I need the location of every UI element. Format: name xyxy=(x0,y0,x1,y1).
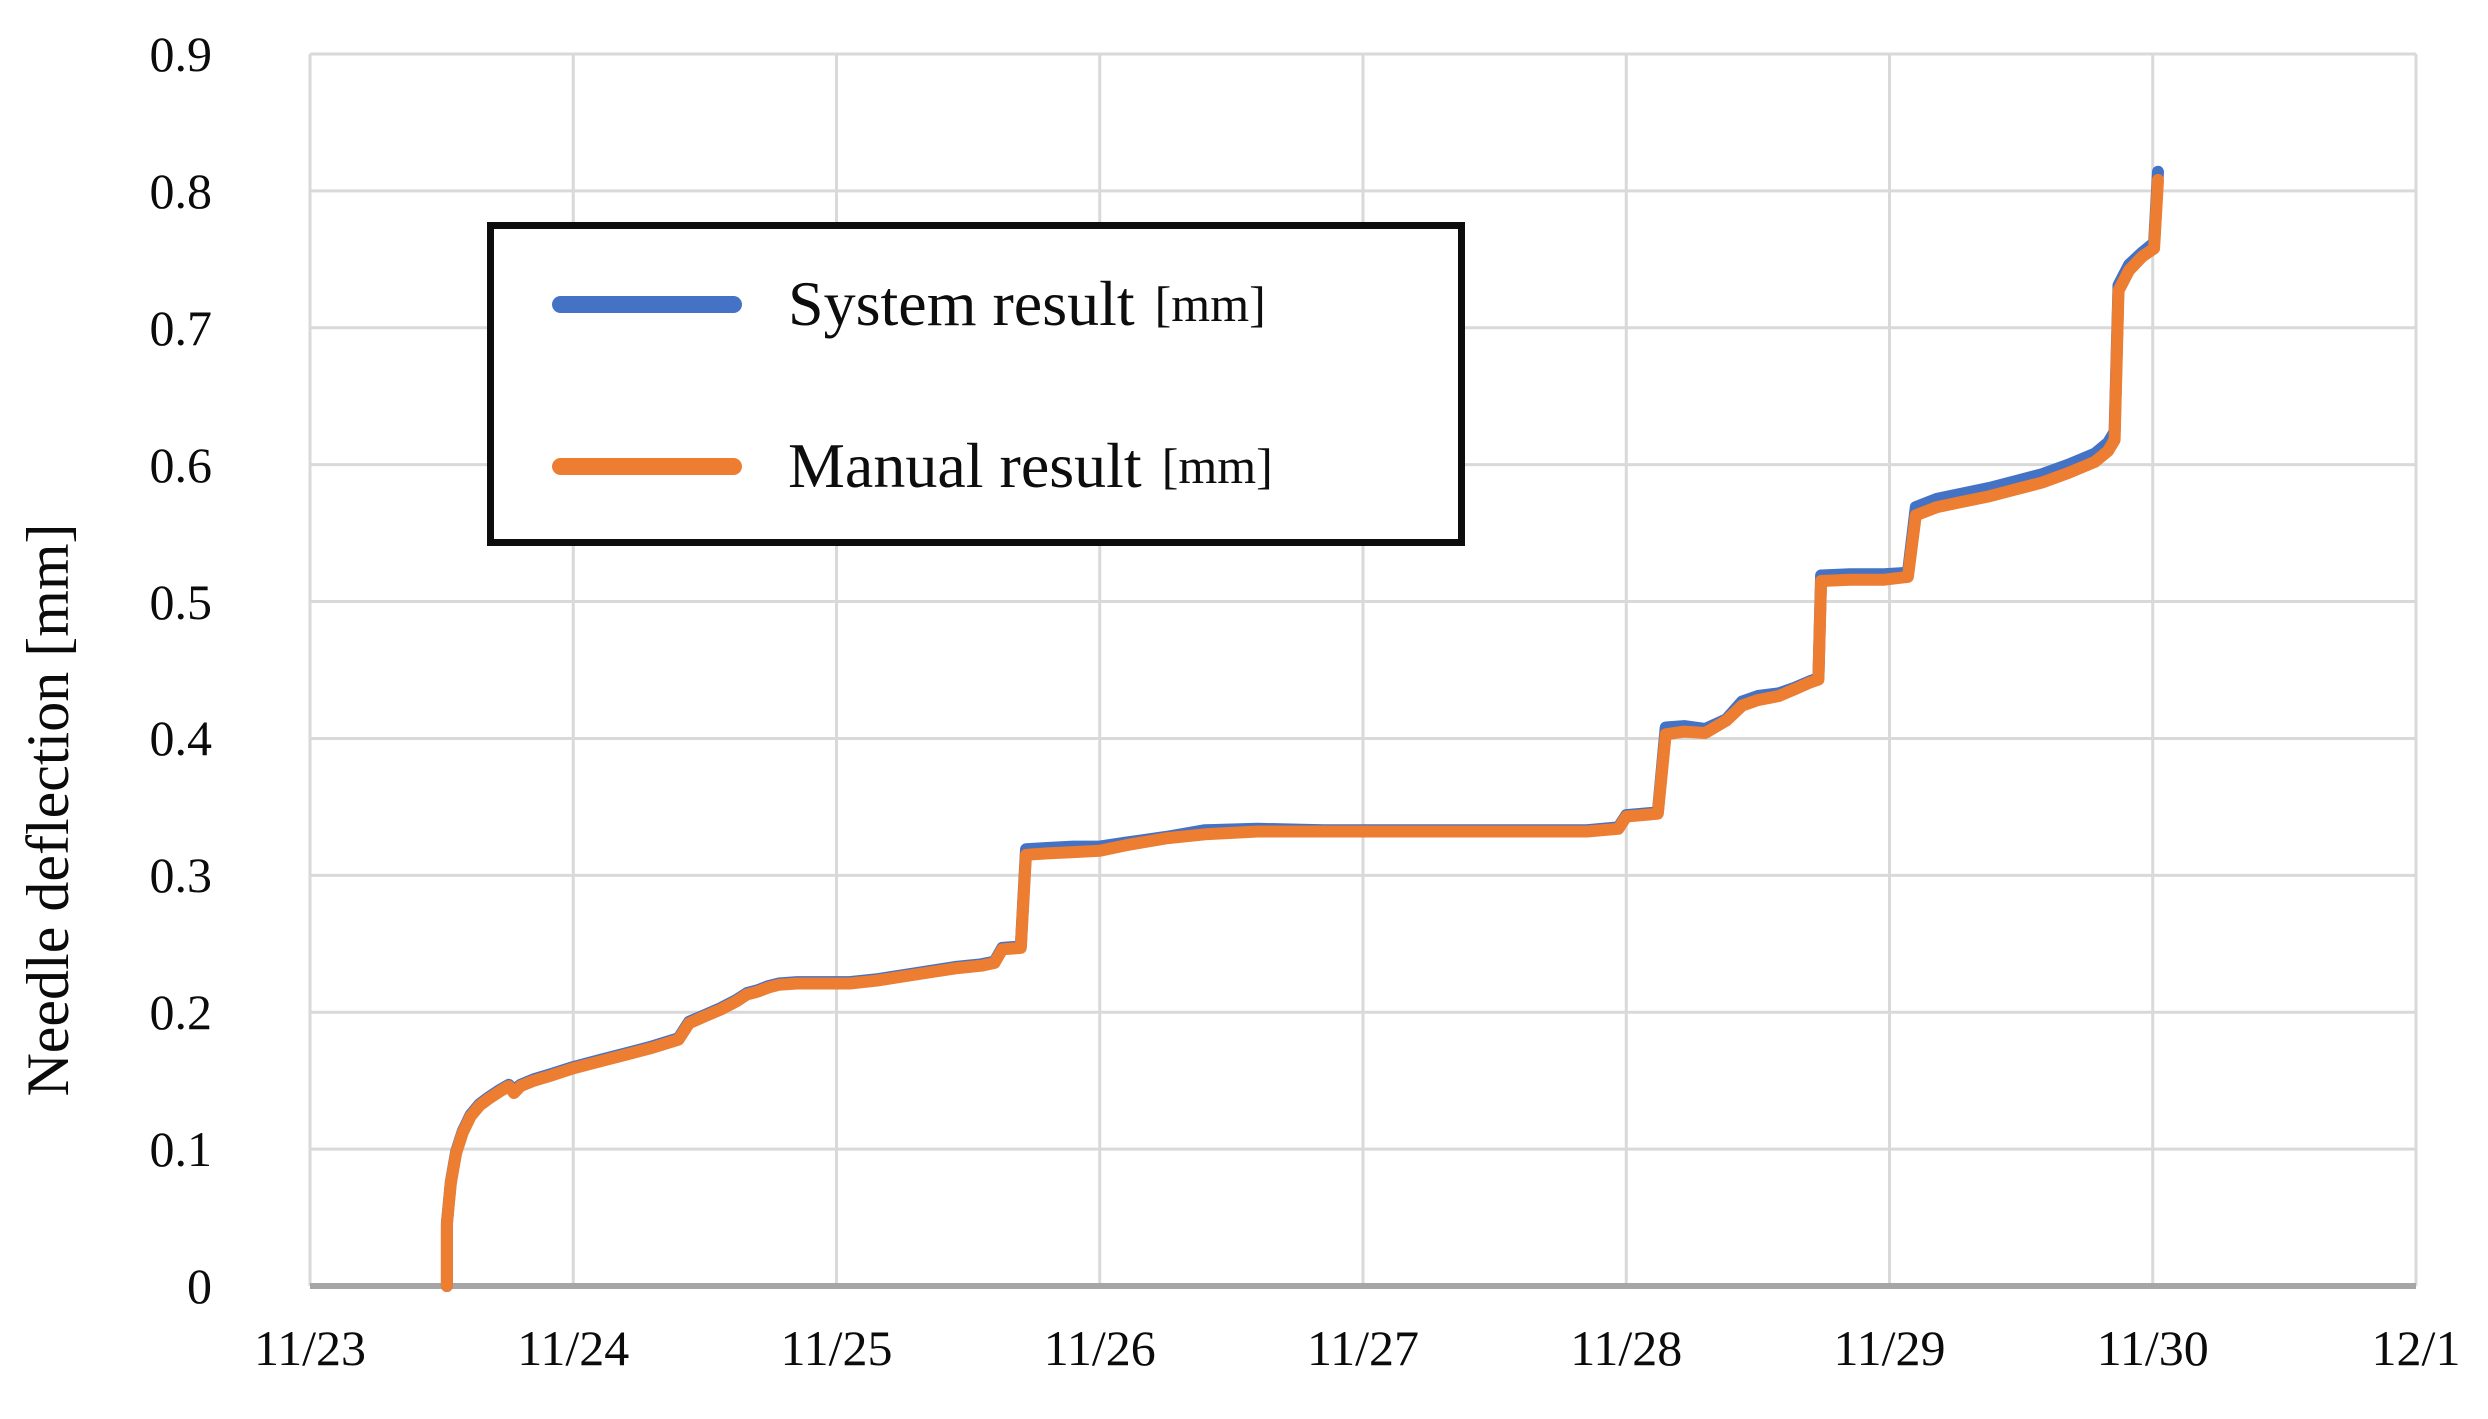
x-tick-label: 11/28 xyxy=(1570,1320,1683,1376)
x-tick-label: 12/1 xyxy=(2371,1320,2461,1376)
y-tick-label: 0.1 xyxy=(149,1121,213,1178)
y-tick-label: 0.7 xyxy=(149,299,213,356)
y-tick-label: 0.3 xyxy=(149,847,213,904)
y-tick-label: 0.9 xyxy=(149,26,213,82)
manual-series-line xyxy=(440,173,2164,1292)
x-tick-label: 11/24 xyxy=(517,1320,630,1376)
y-tick-label: 0.6 xyxy=(149,436,213,493)
y-tick-label: 0.8 xyxy=(149,162,213,219)
y-tick-label: 0 xyxy=(187,1258,212,1314)
y-axis-title: Needle deflection [mm] xyxy=(15,523,81,1097)
legend-unit-system: [mm] xyxy=(1154,276,1266,332)
legend-item-manual: Manual result [mm] xyxy=(552,401,1438,531)
legend-label-manual: Manual result xyxy=(788,430,1142,501)
x-tick-label: 11/27 xyxy=(1306,1320,1420,1376)
x-tick-label: 11/26 xyxy=(1043,1320,1156,1376)
y-tick-label: 0.5 xyxy=(149,573,213,630)
x-tick-label: 11/23 xyxy=(253,1320,367,1376)
x-tick-label: 11/29 xyxy=(1833,1320,1946,1376)
manual-series-swatch xyxy=(552,457,742,475)
y-tick-label: 0.4 xyxy=(149,710,213,767)
system-series-swatch xyxy=(552,295,742,313)
legend-label-system: System result xyxy=(788,268,1135,339)
x-tick-label: 11/30 xyxy=(2096,1320,2209,1376)
legend-item-system: System result [mm] xyxy=(552,239,1438,369)
x-tick-label: 11/25 xyxy=(780,1320,893,1376)
y-tick-label: 0.2 xyxy=(149,984,213,1041)
legend-unit-manual: [mm] xyxy=(1161,438,1273,494)
legend: System result [mm] Manual result [mm] xyxy=(487,222,1465,546)
